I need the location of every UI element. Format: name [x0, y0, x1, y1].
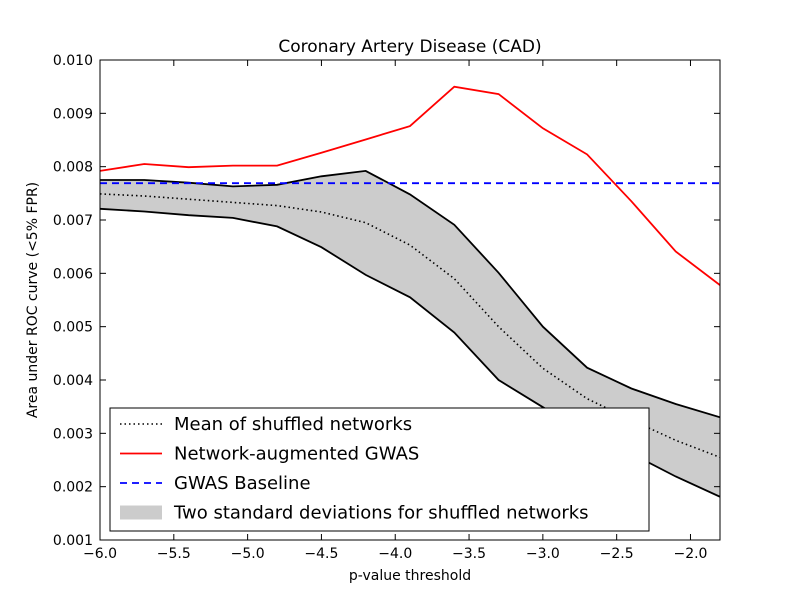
- x-tick-label: −4.5: [304, 546, 338, 562]
- legend-label: Network-augmented GWAS: [174, 444, 419, 465]
- x-axis-label: p-value threshold: [349, 568, 471, 584]
- legend: Mean of shuffled networks Network-augment…: [109, 407, 650, 532]
- y-tick-label: 0.009: [53, 106, 93, 122]
- y-tick-label: 0.006: [53, 266, 93, 282]
- x-tick-label: −4.0: [378, 546, 412, 562]
- series-line-1: [100, 85, 720, 286]
- legend-label: Two standard deviations for shuffled net…: [173, 503, 589, 524]
- legend-swatch-band: [120, 505, 162, 520]
- y-tick-label: 0.001: [53, 533, 93, 549]
- x-tick-label: −3.0: [526, 546, 560, 562]
- x-tick-label: −6.0: [83, 546, 117, 562]
- y-tick-label: 0.004: [53, 373, 93, 389]
- y-tick-label: 0.007: [53, 213, 93, 229]
- x-tick-label: −2.5: [600, 546, 634, 562]
- band-upper-edge: [100, 169, 720, 419]
- legend-label: Mean of shuffled networks: [174, 414, 412, 435]
- chart-title: Coronary Artery Disease (CAD): [278, 37, 541, 57]
- y-tick-label: 0.003: [53, 426, 93, 442]
- y-tick-label: 0.010: [53, 53, 93, 69]
- legend-label: GWAS Baseline: [174, 473, 311, 494]
- axes-frame: [99, 59, 721, 541]
- x-tick-label: −5.5: [157, 546, 191, 562]
- y-axis-label: Area under ROC curve (<5% FPR): [25, 182, 41, 418]
- x-tick-label: −5.0: [231, 546, 265, 562]
- legend-box: [109, 407, 650, 532]
- y-tick-label: 0.002: [53, 480, 93, 496]
- y-tick-label: 0.008: [53, 160, 93, 176]
- x-tick-label: −2.0: [673, 546, 707, 562]
- axes: −6.0 −5.5 −5.0 −4.5 −4.0 −3.5 −3.0 −2.5 −2.0 0.00…: [53, 53, 721, 562]
- y-tick-label: 0.005: [53, 320, 93, 336]
- x-tick-label: −3.5: [452, 546, 486, 562]
